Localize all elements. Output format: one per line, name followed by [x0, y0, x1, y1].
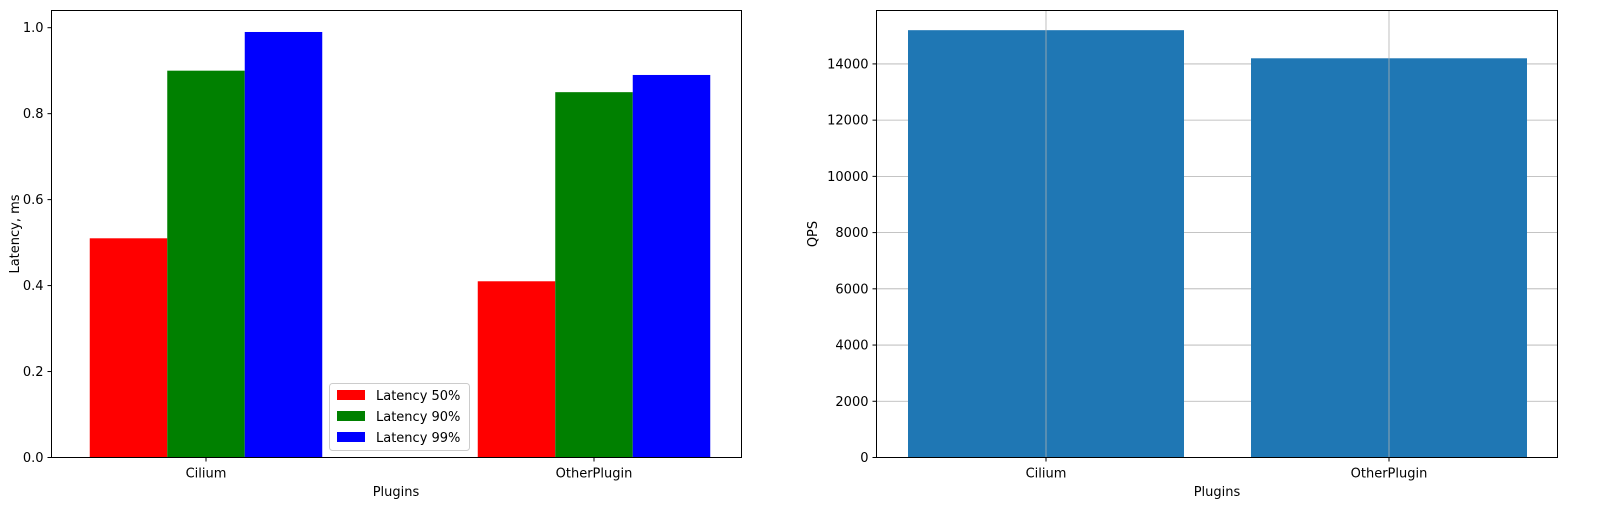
qps-y-tick-label: 0 — [860, 451, 868, 466]
qps-y-tick-label: 12000 — [827, 114, 868, 129]
qps-x-axis-label: Plugins — [1194, 485, 1241, 500]
legend-swatch-latency-50 — [337, 390, 365, 400]
qps-y-axis-label: QPS — [806, 221, 821, 247]
latency-bars — [89, 31, 711, 458]
bar-latency-50-otherplugin — [477, 281, 556, 458]
legend-item: Latency 90% — [337, 410, 460, 425]
latency-chart: 0.0 0.2 0.4 0.6 0.8 1.0 Cilium OtherPlugin Plu… — [8, 10, 742, 500]
qps-chart: 0 2000 4000 6000 8000 10000 12000 14000 Cilium O… — [806, 10, 1558, 500]
bar-latency-99-cilium — [244, 31, 323, 458]
qps-x-tick-label: OtherPlugin — [1351, 467, 1428, 482]
legend-label-latency-50: Latency 50% — [376, 389, 460, 404]
latency-x-axis-label: Plugins — [373, 485, 420, 500]
latency-legend: Latency 50% Latency 90% Latency 99% — [329, 383, 470, 451]
qps-y-tick-label: 8000 — [835, 226, 868, 241]
legend-label-latency-90: Latency 90% — [376, 410, 460, 425]
latency-y-axis-label: Latency, ms — [8, 194, 23, 273]
qps-plot-frame — [876, 10, 1558, 458]
legend-item: Latency 50% — [337, 389, 460, 404]
legend-swatch-latency-99 — [337, 432, 365, 442]
latency-y-ticks: 0.0 0.2 0.4 0.6 0.8 1.0 — [23, 21, 52, 466]
qps-y-tick-label: 2000 — [835, 395, 868, 410]
qps-x-tick-label: Cilium — [1026, 467, 1067, 482]
bar-latency-99-otherplugin — [632, 74, 711, 458]
bar-latency-50-cilium — [89, 238, 168, 458]
bar-latency-90-cilium — [167, 70, 245, 458]
qps-vertical-grid — [1045, 10, 1390, 458]
bar-latency-90-otherplugin — [555, 92, 633, 458]
latency-plot-frame — [51, 10, 742, 458]
qps-y-tick-label: 6000 — [835, 282, 868, 297]
latency-y-tick-label: 1.0 — [23, 21, 44, 36]
latency-x-tick-label: OtherPlugin — [556, 467, 633, 482]
latency-x-ticks: Cilium OtherPlugin — [186, 457, 633, 482]
legend-label-latency-99: Latency 99% — [376, 431, 460, 446]
qps-y-tick-label: 14000 — [827, 57, 868, 72]
qps-y-tick-label: 4000 — [835, 339, 868, 354]
latency-y-tick-label: 0.6 — [23, 193, 44, 208]
latency-y-tick-label: 0.8 — [23, 107, 44, 122]
latency-y-tick-label: 0.2 — [23, 365, 44, 380]
legend-item: Latency 99% — [337, 431, 460, 446]
qps-x-ticks: Cilium OtherPlugin — [1026, 457, 1428, 482]
qps-y-tick-label: 10000 — [827, 170, 868, 185]
latency-x-tick-label: Cilium — [186, 467, 227, 482]
latency-y-tick-label: 0.4 — [23, 279, 44, 294]
legend-swatch-latency-90 — [337, 411, 365, 421]
qps-y-ticks: 0 2000 4000 6000 8000 10000 12000 14000 — [827, 57, 877, 466]
latency-y-tick-label: 0.0 — [23, 451, 44, 466]
